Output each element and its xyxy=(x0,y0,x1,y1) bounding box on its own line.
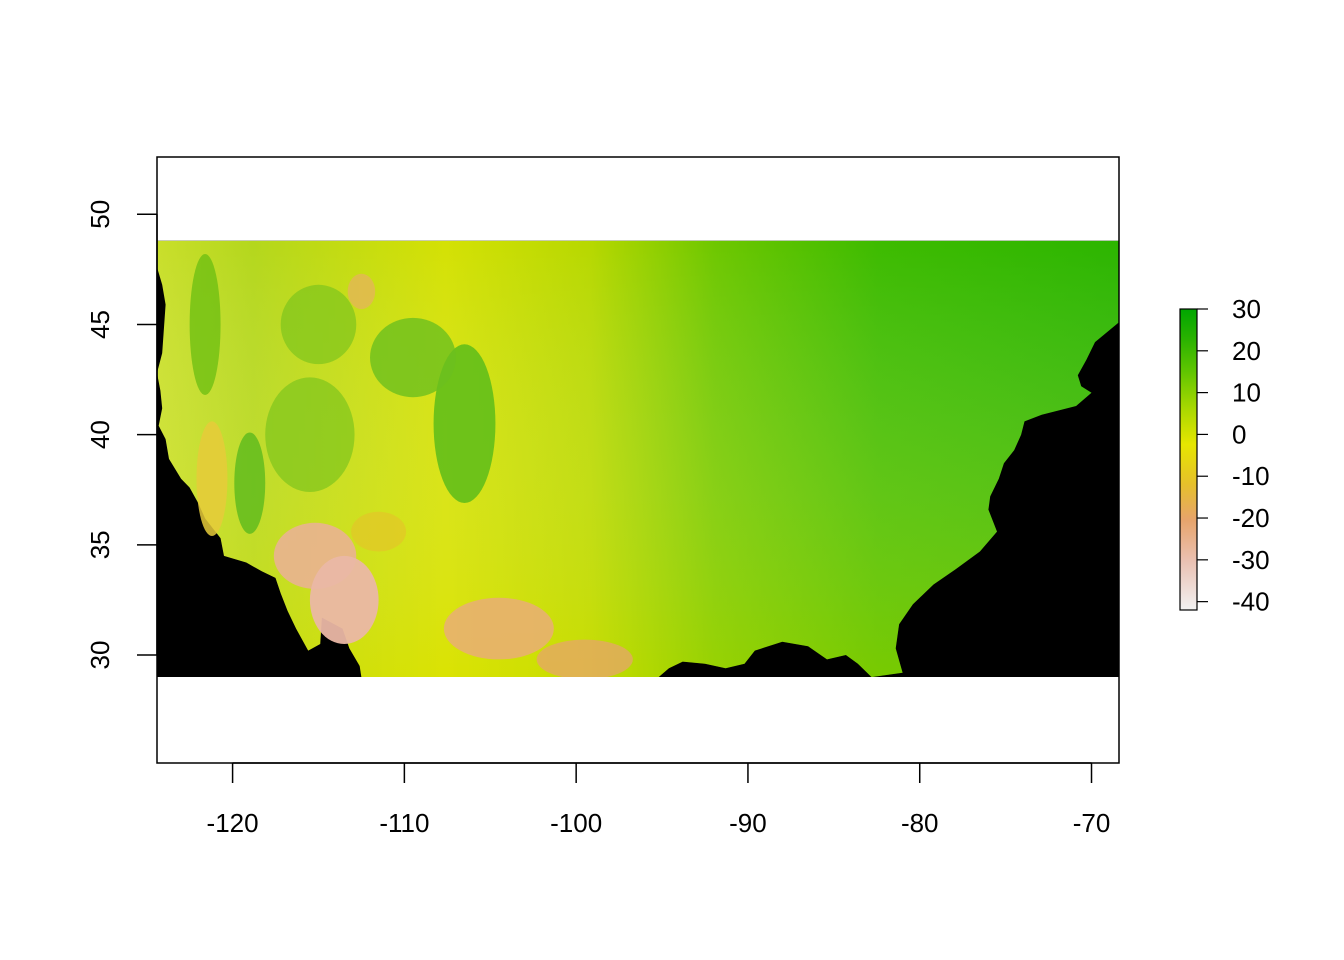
chihuahuan-desert-feature xyxy=(443,597,554,660)
y-tick-label: 30 xyxy=(85,641,115,670)
sierra-nevada-feature xyxy=(234,432,266,534)
sonoran-desert-feature xyxy=(309,555,379,645)
y-axis: 30 35 40 45 50 xyxy=(85,200,158,670)
terrain-features xyxy=(189,253,633,678)
north-rockies-warm-feature xyxy=(347,273,376,310)
x-tick-label: -70 xyxy=(1073,808,1111,838)
legend-tick-label: -10 xyxy=(1232,461,1270,491)
rocky-mountains-feature xyxy=(433,344,496,503)
x-axis: -120 -110 -100 -90 -80 -70 xyxy=(207,762,1111,838)
legend-tick-label: -20 xyxy=(1232,503,1270,533)
x-tick-label: -110 xyxy=(379,808,429,838)
legend-color-bar xyxy=(1179,308,1198,611)
arizona-plateau-feature xyxy=(351,511,407,552)
central-valley-feature xyxy=(196,421,228,537)
legend-tick-label: -40 xyxy=(1232,587,1270,617)
y-tick-label: 35 xyxy=(85,530,115,559)
x-tick-label: -120 xyxy=(207,808,259,838)
y-tick-label: 50 xyxy=(85,200,115,229)
legend-tick-label: 10 xyxy=(1232,378,1261,408)
south-texas-feature xyxy=(536,639,633,678)
idaho-mountains-feature xyxy=(280,284,357,365)
y-tick-label: 45 xyxy=(85,310,115,339)
wyoming-highlands-feature xyxy=(370,317,456,398)
great-basin-feature xyxy=(265,377,355,492)
x-tick-label: -90 xyxy=(729,808,767,838)
y-tick-label: 40 xyxy=(85,420,115,449)
x-tick-label: -80 xyxy=(901,808,939,838)
legend-ticks: 30 20 10 0 -10 -20 -30 -40 xyxy=(1197,294,1270,617)
legend-tick-label: 0 xyxy=(1232,419,1246,449)
legend-tick-label: 30 xyxy=(1232,294,1261,324)
x-tick-label: -100 xyxy=(550,808,602,838)
legend-tick-label: -30 xyxy=(1232,545,1270,575)
legend: 30 20 10 0 -10 -20 -30 -40 xyxy=(1179,294,1270,617)
cascades-feature xyxy=(189,253,221,395)
legend-tick-label: 20 xyxy=(1232,336,1261,366)
